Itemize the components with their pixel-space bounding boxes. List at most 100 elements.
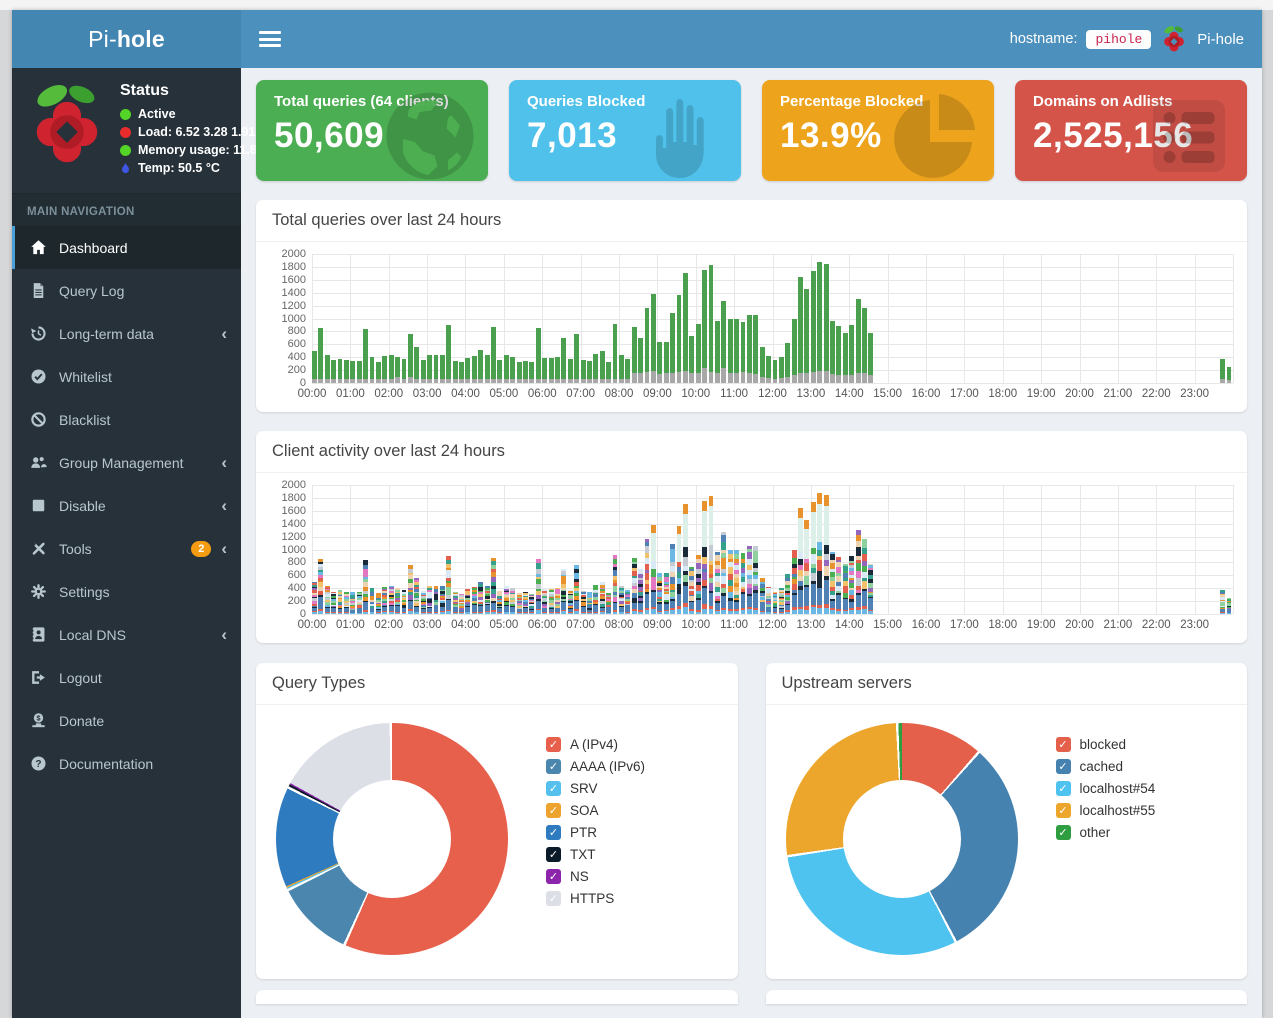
bar-bin-28: [491, 326, 496, 383]
x-tick-label: 00:00: [297, 619, 327, 631]
sidebar-item-whitelist[interactable]: Whitelist: [12, 355, 241, 398]
sidebar-item-settings[interactable]: Settings: [12, 570, 241, 613]
question-icon: ?: [30, 755, 47, 772]
legend-checkbox-icon: ✓: [1055, 759, 1071, 774]
legend-label: TXT: [570, 847, 596, 862]
x-tick-label: 03:00: [412, 619, 442, 631]
x-tick-label: 02:00: [374, 388, 404, 400]
card-value: 2,525,156: [1033, 116, 1194, 155]
pie-icon: [888, 88, 984, 178]
bar-bin-84: [849, 556, 855, 614]
legend-item-localhost-55[interactable]: ✓ localhost#55: [1055, 803, 1155, 818]
y-tick-label: 400: [287, 582, 306, 595]
sidebar-item-local-dns[interactable]: Local DNS ‹: [12, 613, 241, 656]
legend-checkbox-icon: ✓: [546, 869, 561, 884]
y-tick-label: 2000: [281, 479, 306, 491]
status-dot: [120, 108, 131, 120]
bar-bin-86: [862, 308, 867, 383]
bar-bin-83: [842, 332, 848, 383]
bar-bin-58: [682, 503, 688, 614]
client-activity-chart[interactable]: 0 200 400 600 800 1000 1200 1400 1600 1800 2000 00:…: [256, 473, 1247, 643]
sidebar-item-long-term-data[interactable]: Long-term data ‹: [12, 312, 241, 355]
y-tick-label: 0: [299, 377, 306, 389]
bar-bin-65: [727, 318, 733, 383]
sidebar-item-label: Settings: [59, 583, 110, 600]
bar-bin-7: [356, 360, 362, 383]
bar-bin-31: [510, 587, 516, 614]
bar-bin-23: [459, 593, 464, 614]
bar-bin-17: [420, 591, 426, 614]
bar-bin-32: [516, 361, 522, 383]
bar-bin-30: [503, 355, 509, 383]
status-text: Memory usage: 11.8 %: [138, 143, 272, 157]
legend-item-blocked[interactable]: ✓ blocked: [1055, 737, 1156, 752]
sidebar-item-tools[interactable]: Tools 2 ‹: [12, 527, 241, 570]
sidebar-item-label: Disable: [59, 497, 106, 514]
bar-bin-75: [791, 318, 797, 383]
card-value: 13.9%: [780, 116, 882, 155]
sidebar-item-documentation[interactable]: ? Documentation: [12, 742, 241, 785]
x-tick-label: 16:00: [911, 388, 941, 400]
y-tick-label: 1600: [281, 504, 306, 517]
plot-area: 0 200 400 600 800 1000 1200 1400 1600 1800 2000: [282, 248, 1234, 389]
y-tick-label: 0: [299, 608, 306, 620]
brand-logo[interactable]: Pi-hole: [12, 10, 241, 68]
address-book-icon: [30, 626, 47, 643]
sidebar-item-dashboard[interactable]: Dashboard: [12, 226, 241, 269]
legend-item-aaaa-ipv6[interactable]: ✓ AAAA (IPv6): [546, 759, 645, 774]
upstream-servers-donut[interactable]: [785, 723, 1018, 955]
legend-label: cached: [1079, 759, 1124, 774]
sidebar-toggle-icon[interactable]: [259, 31, 281, 47]
sidebar-item-donate[interactable]: $ Donate: [12, 699, 241, 742]
x-tick-label: 14:00: [834, 619, 864, 631]
query-types-donut[interactable]: [276, 723, 508, 955]
bar-bin-71: [766, 587, 771, 614]
sidebar-item-query-log[interactable]: Query Log: [12, 269, 241, 312]
bar-bin-79: [817, 261, 823, 383]
legend-item-localhost-54[interactable]: ✓ localhost#54: [1055, 781, 1155, 796]
panel-stub-right: [765, 990, 1247, 1004]
sidebar-item-label: Tools: [59, 540, 92, 557]
bar-bin-143: [1226, 597, 1232, 614]
legend-item-ptr[interactable]: ✓ PTR: [546, 825, 645, 840]
legend-item-https[interactable]: ✓ HTTPS: [546, 891, 645, 906]
legend-item-srv[interactable]: ✓ SRV: [546, 781, 645, 796]
legend-checkbox-icon: ✓: [1055, 781, 1071, 796]
x-tick-label: 18:00: [988, 388, 1018, 400]
bar-bin-32: [516, 592, 522, 614]
x-tick-label: 09:00: [642, 388, 672, 400]
bar-bin-31: [510, 356, 516, 383]
sidebar-item-label: Documentation: [59, 755, 154, 772]
bar-bin-70: [759, 578, 765, 614]
brand-text-bold: hole: [116, 25, 165, 52]
legend-checkbox-icon: ✓: [546, 781, 561, 796]
legend-item-cached[interactable]: ✓ cached: [1055, 759, 1156, 774]
legend-item-ns[interactable]: ✓ NS: [546, 869, 645, 884]
sidebar-item-blacklist[interactable]: Blacklist: [12, 398, 241, 441]
legend-item-txt[interactable]: ✓ TXT: [546, 847, 645, 862]
bar-bin-68: [746, 546, 752, 614]
legend-item-a-ipv4[interactable]: ✓ A (IPv4): [546, 737, 645, 752]
x-tick-label: 23:00: [1180, 388, 1210, 400]
sidebar-item-disable[interactable]: Disable ‹: [12, 484, 241, 527]
legend-item-other[interactable]: ✓ other: [1055, 825, 1156, 840]
card-title: Percentage Blocked: [780, 93, 924, 110]
bar-bin-80: [823, 494, 829, 614]
sidebar-item-label: Whitelist: [59, 368, 112, 385]
y-tick-label: 1400: [281, 517, 306, 530]
bar-bin-27: [484, 585, 490, 614]
x-tick-label: 05:00: [489, 619, 519, 631]
panel-title-client-activity: Client activity over last 24 hours: [256, 431, 1247, 473]
sidebar-nav: Dashboard Query Log Long-term data ‹ Whiteli…: [12, 226, 241, 785]
sidebar-item-group-management[interactable]: Group Management ‹: [12, 441, 241, 484]
legend-label: blocked: [1079, 737, 1127, 752]
history-icon: [30, 325, 47, 342]
bar-bin-2: [324, 586, 330, 614]
sidebar-item-logout[interactable]: Logout: [12, 656, 241, 699]
legend-item-soa[interactable]: ✓ SOA: [546, 803, 645, 818]
bar-bin-77: [804, 519, 810, 614]
bar-bin-55: [663, 341, 669, 383]
bar-bin-58: [682, 272, 688, 383]
total-queries-chart[interactable]: 0 200 400 600 800 1000 1200 1400 1600 1800 2000 00:…: [256, 242, 1247, 412]
card-title: Domains on Adlists: [1033, 93, 1173, 110]
